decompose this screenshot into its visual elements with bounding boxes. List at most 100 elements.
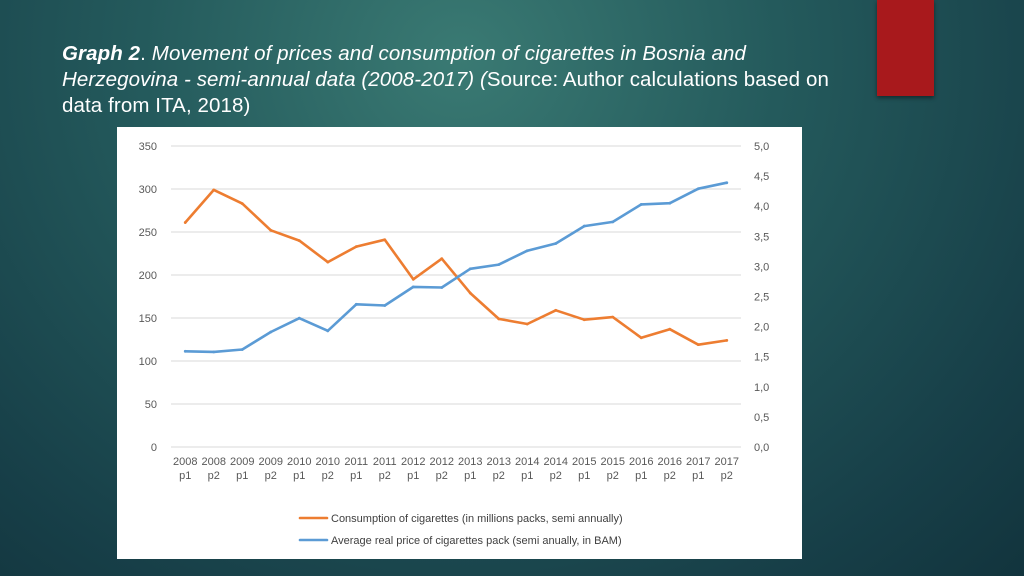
x-tick-label-period: p1 bbox=[407, 470, 419, 482]
left-tick-label: 150 bbox=[139, 313, 157, 325]
x-tick-label-year: 2008 bbox=[202, 456, 226, 468]
data-point bbox=[298, 239, 301, 242]
left-tick-label: 250 bbox=[139, 227, 157, 239]
data-point bbox=[269, 331, 272, 334]
series-line-1 bbox=[185, 190, 727, 345]
x-tick-label-period: p1 bbox=[578, 470, 590, 482]
series-lines bbox=[184, 181, 728, 353]
x-tick-label-year: 2017 bbox=[686, 456, 710, 468]
legend: Consumption of cigarettes (in millions p… bbox=[300, 513, 623, 547]
line-chart: 0 50 100 150 200 250 300 350 0,0 0,5 1,0 1,5 2,0 2,5… bbox=[117, 127, 802, 559]
legend-label: Consumption of cigarettes (in millions p… bbox=[331, 513, 623, 525]
title-lead: Graph 2 bbox=[62, 42, 140, 65]
x-tick-label-year: 2016 bbox=[629, 456, 653, 468]
data-point bbox=[412, 278, 415, 281]
data-point bbox=[326, 329, 329, 332]
data-point bbox=[184, 350, 187, 353]
right-tick-label: 1,5 bbox=[754, 352, 769, 364]
x-tick-label-year: 2017 bbox=[715, 456, 739, 468]
title-separator: . bbox=[140, 42, 152, 65]
data-point bbox=[497, 317, 500, 320]
data-point bbox=[640, 203, 643, 206]
x-tick-label-year: 2015 bbox=[572, 456, 596, 468]
data-point bbox=[383, 304, 386, 307]
right-tick-label: 4,0 bbox=[754, 201, 769, 213]
data-point bbox=[583, 318, 586, 321]
x-tick-label-period: p2 bbox=[436, 470, 448, 482]
data-point bbox=[469, 267, 472, 270]
data-point bbox=[269, 229, 272, 232]
x-tick-label-year: 2011 bbox=[373, 456, 397, 468]
x-tick-label-period: p1 bbox=[635, 470, 647, 482]
x-tick-label-period: p1 bbox=[293, 470, 305, 482]
right-axis-ticks: 0,0 0,5 1,0 1,5 2,0 2,5 3,0 3,5 4,0 4,5 5,0 bbox=[754, 141, 769, 454]
data-point bbox=[640, 336, 643, 339]
x-tick-label-period: p2 bbox=[550, 470, 562, 482]
left-tick-label: 50 bbox=[145, 399, 157, 411]
right-tick-label: 0,5 bbox=[754, 412, 769, 424]
data-point bbox=[298, 317, 301, 320]
data-point bbox=[611, 316, 614, 319]
data-point bbox=[497, 263, 500, 266]
series-line-2 bbox=[185, 183, 727, 352]
x-tick-label-year: 2012 bbox=[430, 456, 454, 468]
x-tick-label-period: p1 bbox=[464, 470, 476, 482]
data-point bbox=[241, 202, 244, 205]
left-axis-ticks: 0 50 100 150 200 250 300 350 bbox=[139, 141, 157, 454]
right-tick-label: 0,0 bbox=[754, 442, 769, 454]
x-tick-label-year: 2013 bbox=[458, 456, 482, 468]
x-tick-label-year: 2015 bbox=[601, 456, 625, 468]
right-tick-label: 1,0 bbox=[754, 382, 769, 394]
left-tick-label: 200 bbox=[139, 270, 157, 282]
x-tick-label-year: 2010 bbox=[316, 456, 340, 468]
data-point bbox=[725, 181, 728, 184]
x-tick-label-period: p2 bbox=[322, 470, 334, 482]
x-tick-label-year: 2008 bbox=[173, 456, 197, 468]
right-tick-label: 3,0 bbox=[754, 261, 769, 273]
left-tick-label: 350 bbox=[139, 141, 157, 153]
gridlines bbox=[171, 146, 741, 447]
x-tick-label-period: p2 bbox=[721, 470, 733, 482]
data-point bbox=[697, 343, 700, 346]
data-point bbox=[184, 221, 187, 224]
x-tick-label-period: p2 bbox=[265, 470, 277, 482]
data-point bbox=[241, 348, 244, 351]
data-point bbox=[554, 309, 557, 312]
data-point bbox=[668, 202, 671, 205]
data-point bbox=[583, 225, 586, 228]
right-tick-label: 4,5 bbox=[754, 171, 769, 183]
data-point bbox=[725, 339, 728, 342]
data-point bbox=[212, 188, 215, 191]
x-tick-label-period: p2 bbox=[664, 470, 676, 482]
data-point bbox=[412, 285, 415, 288]
right-tick-label: 2,0 bbox=[754, 322, 769, 334]
x-tick-label-period: p1 bbox=[179, 470, 191, 482]
x-tick-label-period: p1 bbox=[692, 470, 704, 482]
chart-panel: 0 50 100 150 200 250 300 350 0,0 0,5 1,0 1,5 2,0 2,5… bbox=[117, 127, 802, 559]
x-tick-label-period: p2 bbox=[607, 470, 619, 482]
data-point bbox=[697, 187, 700, 190]
x-tick-label-year: 2009 bbox=[230, 456, 254, 468]
data-point bbox=[668, 328, 671, 331]
data-point bbox=[526, 249, 529, 252]
left-tick-label: 100 bbox=[139, 356, 157, 368]
x-tick-label-period: p2 bbox=[208, 470, 220, 482]
x-tick-label-year: 2014 bbox=[544, 456, 568, 468]
x-tick-label-period: p1 bbox=[521, 470, 533, 482]
x-tick-label-year: 2009 bbox=[259, 456, 283, 468]
data-point bbox=[326, 261, 329, 264]
data-point bbox=[611, 220, 614, 223]
right-tick-label: 5,0 bbox=[754, 141, 769, 153]
data-point bbox=[554, 242, 557, 245]
right-tick-label: 3,5 bbox=[754, 231, 769, 243]
x-tick-label-period: p1 bbox=[350, 470, 362, 482]
x-tick-label-year: 2013 bbox=[487, 456, 511, 468]
left-tick-label: 300 bbox=[139, 184, 157, 196]
data-point bbox=[440, 257, 443, 260]
left-tick-label: 0 bbox=[151, 442, 157, 454]
legend-label: Average real price of cigarettes pack (s… bbox=[331, 535, 622, 547]
x-tick-label-year: 2012 bbox=[401, 456, 425, 468]
right-tick-label: 2,5 bbox=[754, 292, 769, 304]
data-point bbox=[526, 323, 529, 326]
slide-title: Graph 2. Movement of prices and consumpt… bbox=[62, 41, 862, 119]
